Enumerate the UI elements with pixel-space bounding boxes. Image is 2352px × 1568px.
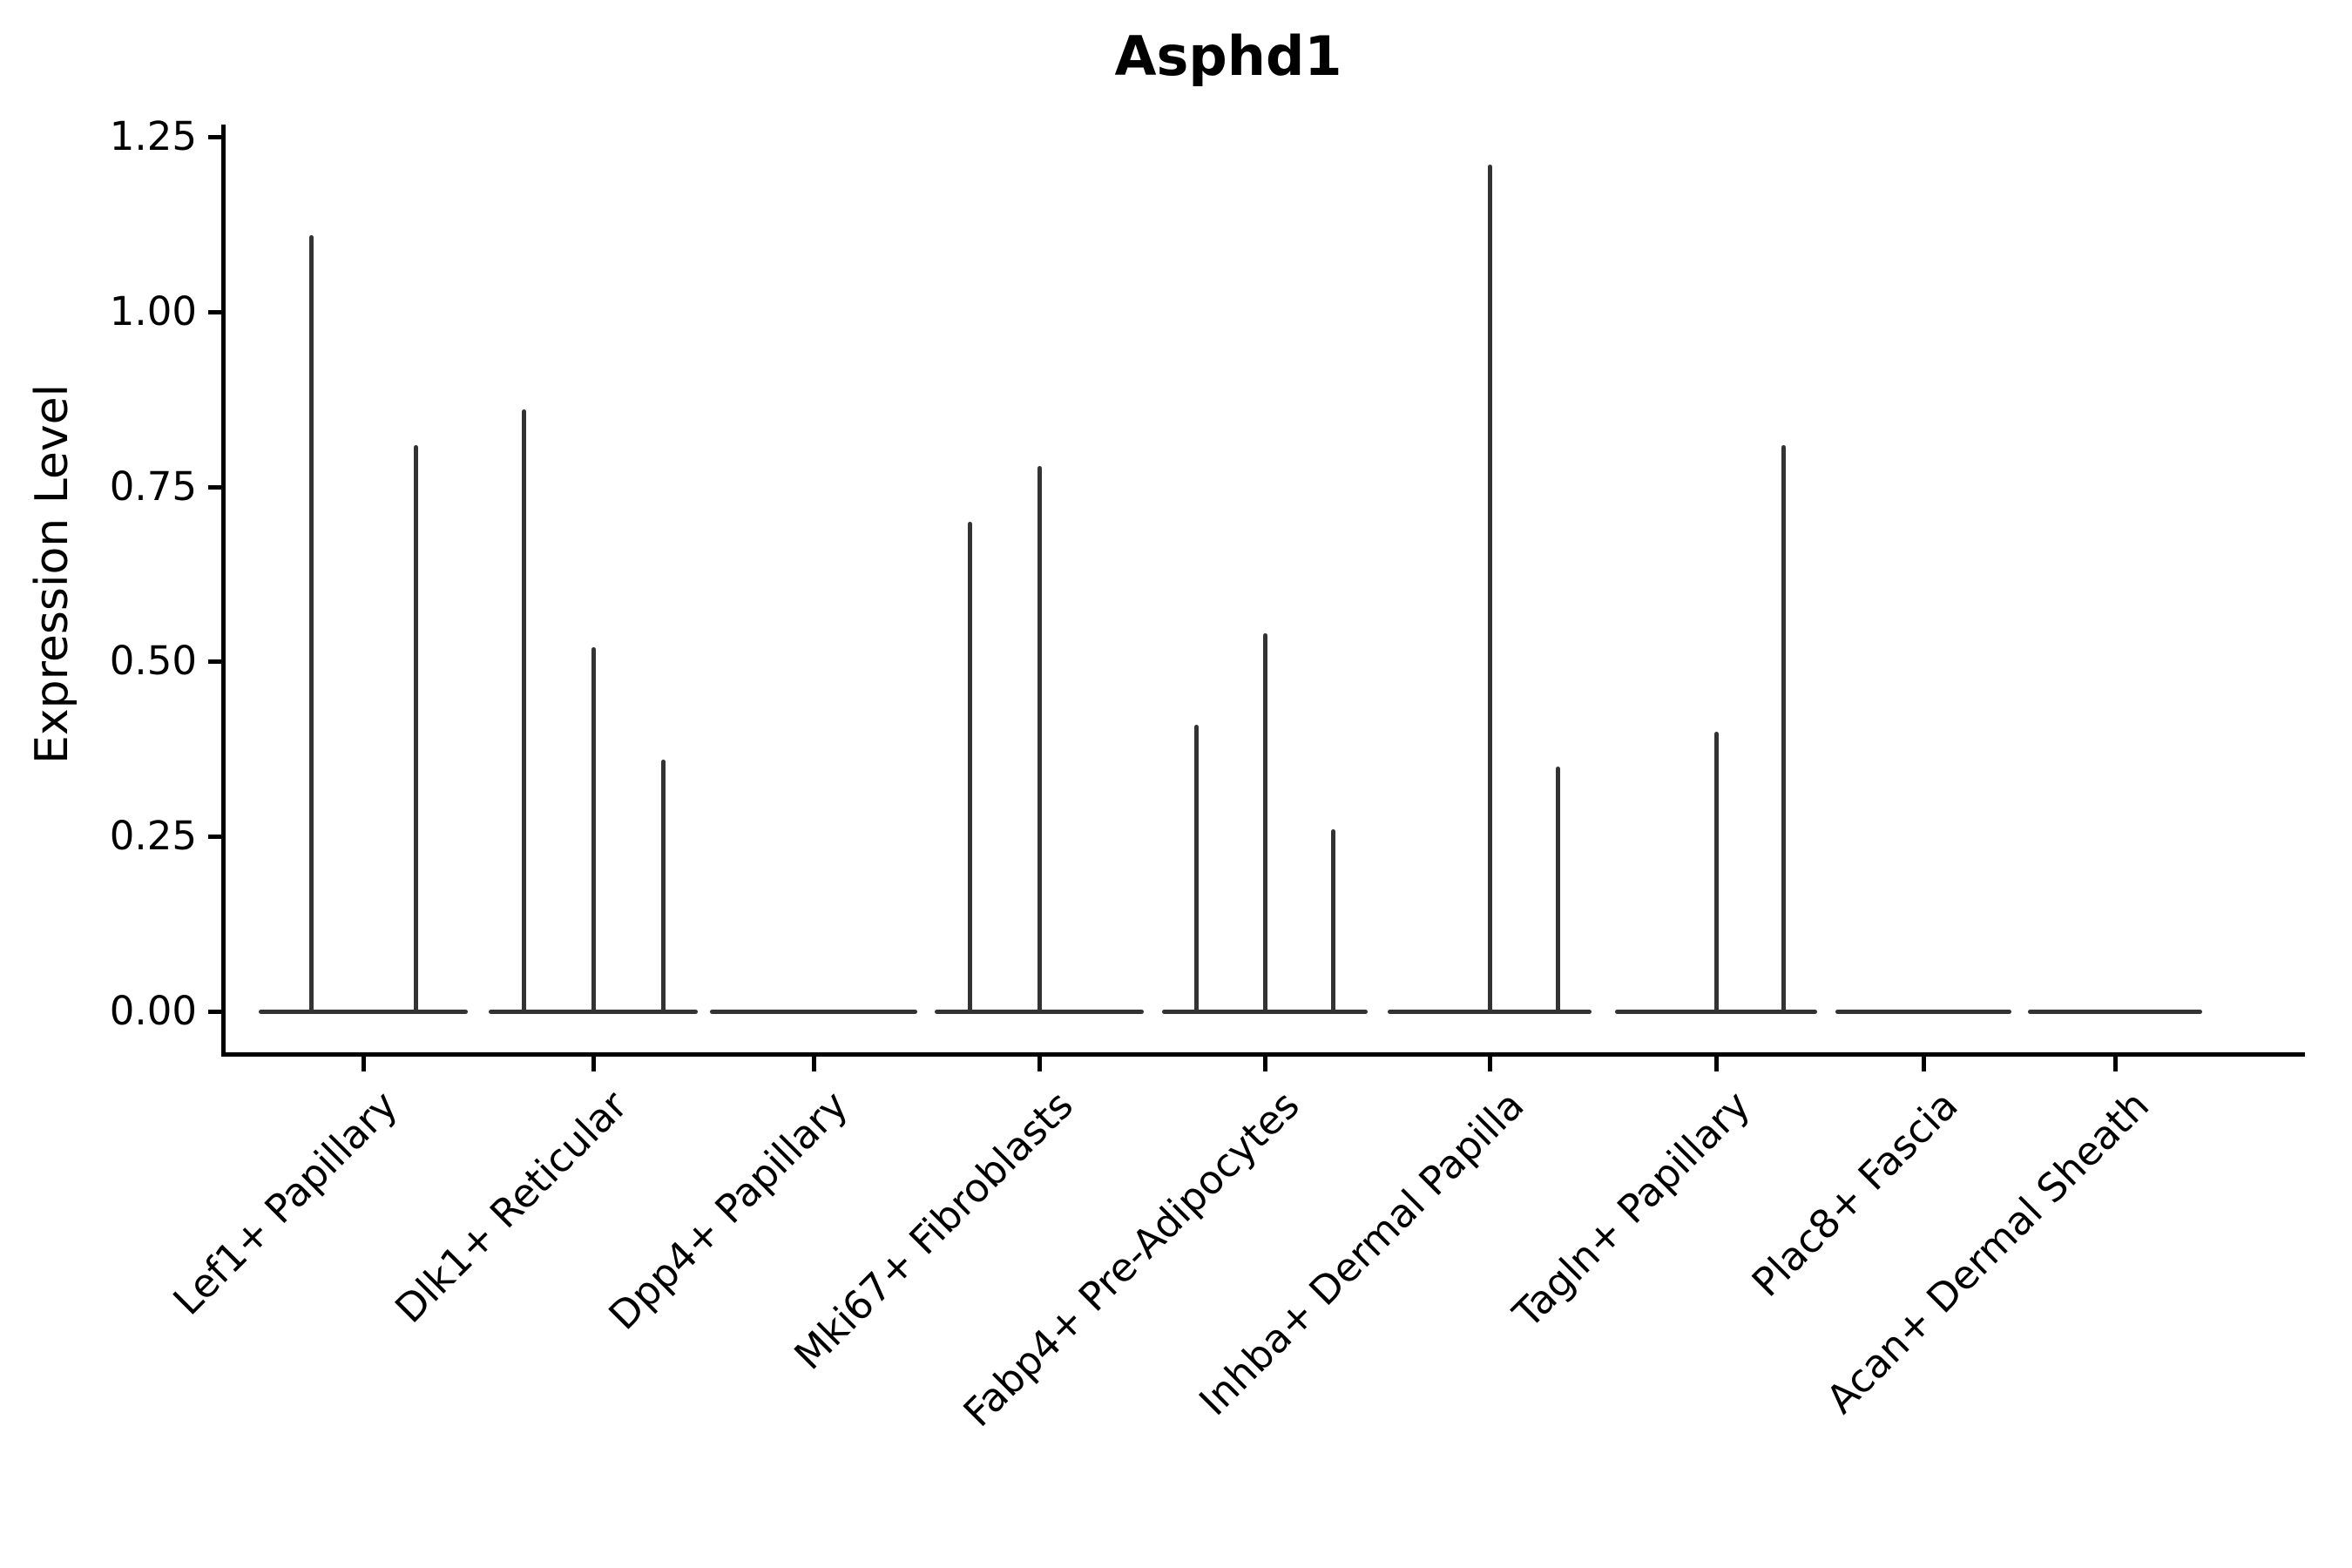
violin-spike [413, 444, 418, 1012]
y-tick-mark [208, 484, 221, 490]
violin-spike [1193, 724, 1199, 1012]
x-tick-mark [1487, 1056, 1492, 1071]
violin-spike [660, 759, 666, 1012]
y-tick-mark [208, 834, 221, 839]
violin-baseline [259, 1009, 468, 1014]
x-axis-spine [220, 1051, 2305, 1057]
violin-spike [1262, 633, 1267, 1012]
x-tick-mark [591, 1056, 596, 1071]
x-tick-mark [811, 1056, 816, 1071]
violin-spike [1037, 465, 1042, 1012]
violin-baseline [1835, 1009, 2011, 1014]
x-tick-mark [2112, 1056, 2118, 1071]
violin-spike [1331, 829, 1336, 1012]
x-tick-label: Dpp4+ Papillary [599, 1082, 857, 1339]
violin-spike [1487, 165, 1492, 1012]
y-tick-label: 1.25 [109, 113, 197, 159]
y-tick-label: 0.75 [109, 463, 197, 510]
y-tick-mark [208, 309, 221, 314]
x-tick-label: Acan+ Dermal Sheath [1817, 1082, 2159, 1423]
violin-spike [591, 647, 596, 1012]
y-axis-label: Expression Level [26, 383, 78, 765]
x-tick-mark [1713, 1056, 1719, 1071]
violin-spike [1781, 444, 1786, 1012]
x-tick-mark [361, 1056, 366, 1071]
x-tick-label: Plac8+ Fascia [1742, 1082, 1967, 1306]
y-tick-label: 0.50 [109, 638, 197, 684]
violin-spike [1713, 731, 1719, 1012]
x-tick-label: Dlk1+ Reticular [386, 1082, 637, 1332]
violin-baseline [2028, 1009, 2202, 1014]
y-tick-label: 1.00 [109, 288, 197, 335]
y-tick-mark [208, 659, 221, 664]
plot-title: Asphd1 [1114, 24, 1342, 88]
y-axis-spine [220, 125, 226, 1057]
violin-spike [308, 234, 314, 1012]
x-tick-mark [1262, 1056, 1267, 1071]
violin-spike [521, 409, 526, 1012]
violin-spike [967, 521, 972, 1012]
y-tick-mark [208, 1009, 221, 1014]
violin-spike [1555, 766, 1560, 1012]
violin-baseline [710, 1009, 917, 1014]
x-tick-mark [1037, 1056, 1042, 1071]
y-tick-label: 0.00 [109, 988, 197, 1034]
y-tick-mark [208, 134, 221, 139]
x-tick-mark [1921, 1056, 1926, 1071]
y-tick-label: 0.25 [109, 813, 197, 859]
x-tick-label: Lef1+ Papillary [164, 1082, 407, 1324]
x-tick-label: Tagln+ Papillary [1504, 1082, 1760, 1337]
